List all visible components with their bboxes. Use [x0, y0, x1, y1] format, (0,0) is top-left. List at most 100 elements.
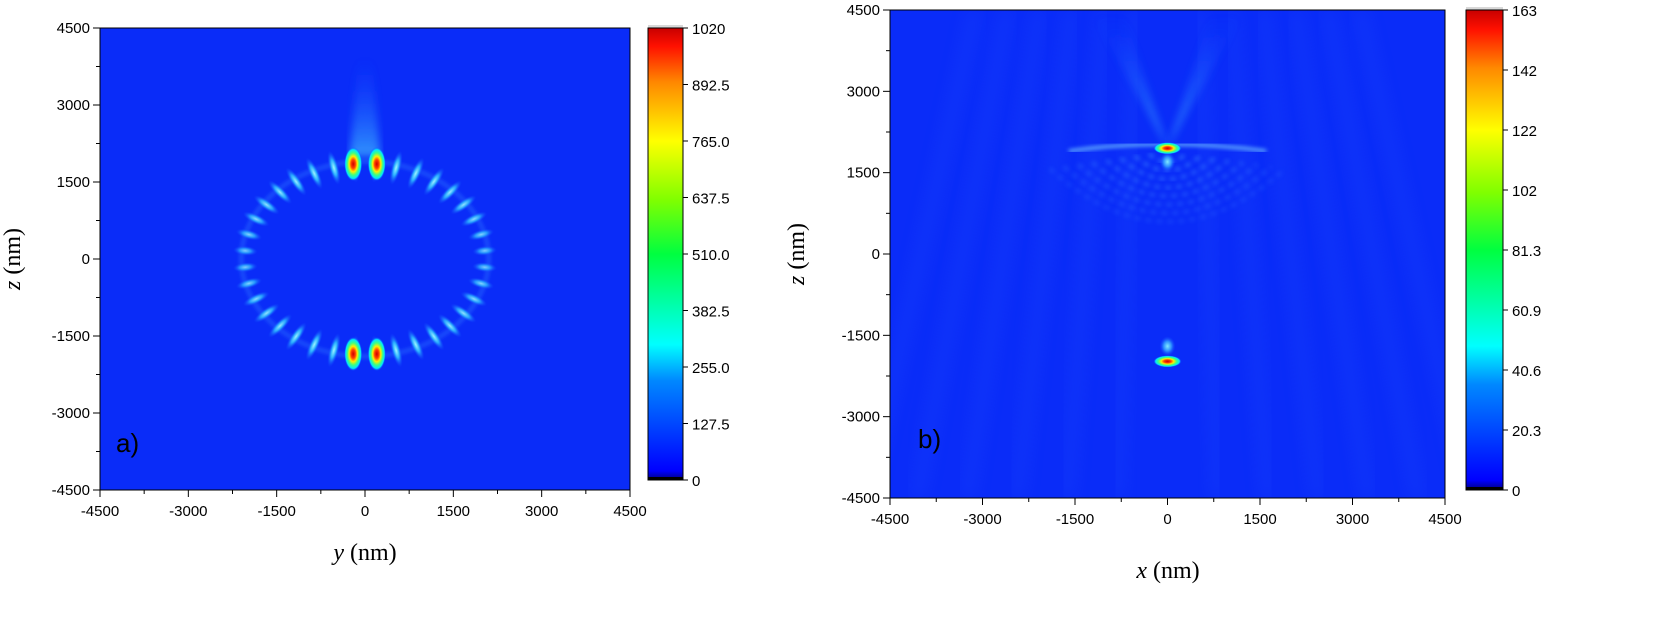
- x-tick-label: -1500: [1056, 511, 1094, 528]
- x-tick-label: -3000: [963, 511, 1001, 528]
- x-axis-var: y: [331, 540, 344, 566]
- beam: [349, 58, 381, 157]
- fringe-streak: [1110, 10, 1143, 498]
- colorbar-floor: [648, 477, 683, 480]
- ring-lobe: [285, 167, 307, 196]
- ring-lobe: [472, 262, 498, 273]
- y-tick-label: 3000: [847, 83, 880, 100]
- y-tick-label: -3000: [842, 409, 880, 426]
- colorbar-tick-label: 255.0: [692, 360, 730, 377]
- colorbar-tick-label: 122: [1512, 123, 1537, 140]
- fringe-streak: [910, 10, 1015, 498]
- fringe-streak: [1288, 10, 1375, 498]
- colorbar-tick-label: 637.5: [692, 191, 730, 208]
- ring-lobe: [268, 180, 293, 205]
- ring-lobe: [235, 228, 263, 241]
- ring-lobe: [423, 167, 445, 196]
- y-tick-label: -3000: [52, 405, 90, 422]
- colorbar-tick-label: 102: [1512, 183, 1537, 200]
- ring-lobe: [327, 332, 341, 368]
- hotspot: [1153, 355, 1182, 368]
- x-tick-label: 1500: [1243, 511, 1276, 528]
- panel-b: -4500 -3000 -1500 0 1500 3000 4500 4500 3000 1500…: [784, 2, 1541, 584]
- x-tick-label: 0: [1163, 511, 1171, 528]
- ring-outline: [240, 160, 490, 358]
- fringe-streak: [1010, 10, 1079, 498]
- y-axis-label: z (nm): [0, 228, 26, 291]
- secondary-spot: [1159, 336, 1176, 357]
- beam: [1093, 15, 1168, 149]
- arc-fringe: [1048, 167, 1287, 224]
- colorbar-tick-label: 163: [1512, 3, 1537, 20]
- colorbar-tick-label: 40.6: [1512, 363, 1541, 380]
- fringe-streak: [1320, 10, 1425, 498]
- ring-lobe: [460, 211, 488, 227]
- x-tick-label: 3000: [1336, 511, 1369, 528]
- y-tick-label: -4500: [52, 482, 90, 499]
- ring-lobe: [305, 328, 323, 361]
- y-tick-label: 0: [872, 246, 880, 263]
- ring-lobe: [327, 150, 341, 186]
- panel-label: b): [918, 424, 941, 454]
- y-tick-label: -1500: [842, 327, 880, 344]
- y-tick-label: 3000: [57, 97, 90, 114]
- y-axis-label: z (nm): [784, 223, 810, 286]
- colorbar-cap: [648, 25, 683, 28]
- x-tick-label: 4500: [613, 503, 646, 520]
- colorbar-tick-label: 127.5: [692, 417, 730, 434]
- colorbar-tick-label: 382.5: [692, 304, 730, 321]
- ring-lobe: [242, 291, 270, 307]
- fringe-streak: [1060, 10, 1111, 498]
- colorbar-tick-label: 510.0: [692, 247, 730, 264]
- ring-lobe: [253, 303, 280, 323]
- ring-lobe: [232, 262, 258, 273]
- y-tick-label: 0: [82, 251, 90, 268]
- x-tick-label: 0: [361, 503, 369, 520]
- panel-label: a): [116, 428, 139, 458]
- fringe-streak: [1353, 10, 1445, 427]
- colorbar-floor: [1466, 487, 1503, 490]
- colorbar-tick-label: 20.3: [1512, 423, 1541, 440]
- hotspot: [344, 336, 363, 371]
- ring-lobe: [285, 322, 307, 351]
- hotspot: [367, 336, 386, 371]
- y-axis-unit: (nm): [0, 228, 26, 281]
- x-axis-label: x (nm): [1135, 558, 1199, 584]
- fringe-streak: [1192, 10, 1225, 498]
- ring-lobe: [467, 277, 495, 290]
- colorbar-cap: [1466, 7, 1503, 10]
- ring-lobe: [467, 228, 495, 241]
- ring-lobe: [423, 322, 445, 351]
- arc-fringe: [1076, 162, 1259, 207]
- colorbar-tick-label: 142: [1512, 63, 1537, 80]
- beam: [1167, 15, 1242, 149]
- ring-lobe: [450, 195, 477, 215]
- ring-lobe: [407, 328, 425, 361]
- arc-fringe: [1147, 152, 1188, 165]
- y-axis-unit: (nm): [784, 223, 810, 276]
- intensity-field: [890, 10, 1445, 498]
- ring-lobe: [389, 332, 403, 368]
- x-axis-unit: (nm): [344, 540, 397, 566]
- x-tick-label: 3000: [525, 503, 558, 520]
- ring-lobe: [437, 180, 462, 205]
- hotspot: [1153, 142, 1182, 155]
- fringe-streak: [1224, 10, 1275, 498]
- intensity-field: [232, 58, 498, 372]
- fringe-streak: [890, 10, 982, 427]
- colorbar-tick-label: 892.5: [692, 78, 730, 95]
- ring-lobe: [389, 150, 403, 186]
- ring-lobe: [235, 277, 263, 290]
- arc-fringe: [1105, 158, 1230, 190]
- x-axis-label: y (nm): [331, 540, 396, 566]
- ring-lobe: [242, 211, 270, 227]
- colorbar-tick-label: 765.0: [692, 134, 730, 151]
- y-tick-label: 1500: [57, 174, 90, 191]
- ring-lobe: [232, 245, 258, 256]
- x-tick-label: 1500: [437, 503, 470, 520]
- ring-lobe: [472, 245, 498, 256]
- y-tick-label: 4500: [847, 2, 880, 19]
- y-tick-label: 4500: [57, 20, 90, 37]
- hotspot: [344, 147, 363, 182]
